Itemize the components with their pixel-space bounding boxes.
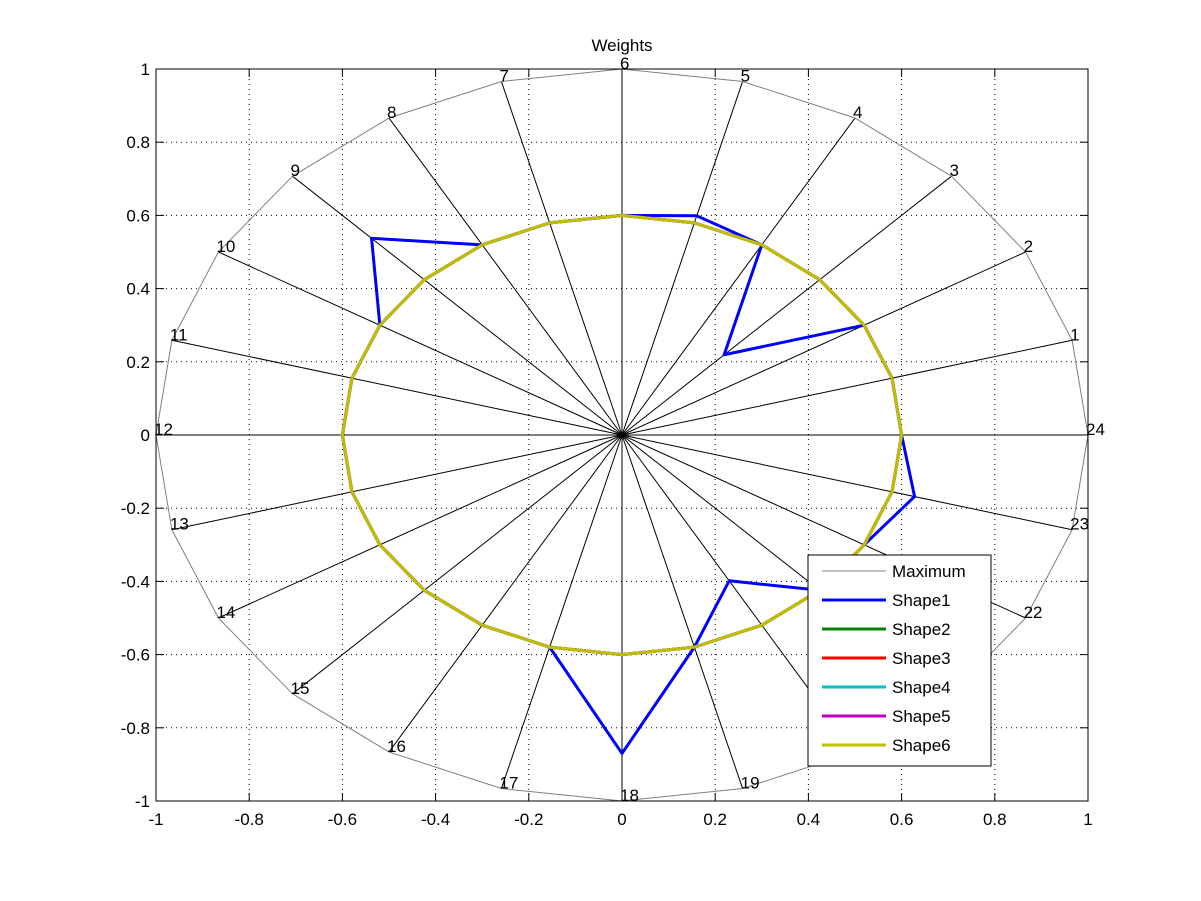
legend-label: Shape4 xyxy=(892,678,951,697)
y-tick-label: 0.6 xyxy=(126,206,150,225)
x-tick-label: 0 xyxy=(617,810,626,829)
spoke-label: 7 xyxy=(499,66,508,85)
y-tick-label: 0.4 xyxy=(126,280,150,299)
spoke-line xyxy=(621,81,744,436)
spoke-line xyxy=(621,251,1026,436)
spoke-label: 11 xyxy=(170,325,188,344)
spoke-label: 9 xyxy=(290,161,299,180)
y-tick-label: -0.2 xyxy=(121,499,150,518)
spoke-label: 23 xyxy=(1070,515,1089,534)
spoke-line xyxy=(500,434,623,789)
spoke-label: 19 xyxy=(741,774,760,793)
spoke-label: 6 xyxy=(620,54,629,73)
x-tick-label: 1 xyxy=(1083,810,1092,829)
spoke-line xyxy=(292,434,623,695)
spoke-line xyxy=(171,434,623,531)
x-tick-label: 0.6 xyxy=(890,810,914,829)
spoke-line xyxy=(621,175,952,436)
legend: Maximum Shape1 Shape2 Shape3 Shape4 Shape5 Sha… xyxy=(807,554,992,767)
x-tick-label: -0.8 xyxy=(235,810,264,829)
spoke-label: 17 xyxy=(499,774,518,793)
legend-label: Shape6 xyxy=(892,736,951,755)
legend-label: Shape5 xyxy=(892,707,951,726)
legend-label: Shape2 xyxy=(892,620,951,639)
spoke-label: 10 xyxy=(216,237,235,256)
spoke-line xyxy=(218,251,623,436)
y-tick-label: 1 xyxy=(141,60,150,79)
y-tick-label: 0 xyxy=(141,426,150,445)
spoke-label: 18 xyxy=(620,786,639,805)
spoke-label: 15 xyxy=(290,679,309,698)
spoke-line xyxy=(621,434,1073,531)
x-tick-label: -0.4 xyxy=(421,810,450,829)
spoke-label: 24 xyxy=(1086,420,1105,439)
spoke-label: 14 xyxy=(216,603,235,622)
x-tick-label: 0.2 xyxy=(703,810,727,829)
spoke-line xyxy=(388,117,623,436)
spoke-label: 5 xyxy=(741,66,750,85)
x-tick-label: -1 xyxy=(148,810,163,829)
spoke-line xyxy=(621,339,1073,436)
spoke-line xyxy=(621,434,744,789)
spoke-line xyxy=(171,339,623,436)
spoke-label: 16 xyxy=(387,737,406,756)
spoke-line xyxy=(500,81,623,436)
spoke-line xyxy=(218,434,623,619)
y-tick-label: -0.4 xyxy=(121,572,150,591)
spoke-label: 2 xyxy=(1024,237,1033,256)
chart-title: Weights xyxy=(591,36,652,55)
axis-ticks: -1 -0.8 -0.6 -0.4 -0.2 0 0.2 0.4 0.6 0.8 1 -1 -0.8 -0… xyxy=(121,60,1093,829)
spoke-label: 3 xyxy=(950,161,959,180)
x-tick-label: -0.6 xyxy=(328,810,357,829)
legend-label: Shape1 xyxy=(892,591,951,610)
spoke-line xyxy=(292,175,623,436)
spoke-label: 1 xyxy=(1070,325,1079,344)
x-tick-label: 0.4 xyxy=(797,810,821,829)
spoke-line xyxy=(621,117,856,436)
spoke-line xyxy=(388,434,623,753)
legend-box xyxy=(807,554,992,767)
spoke-label: 12 xyxy=(154,420,173,439)
y-tick-label: 0.2 xyxy=(126,353,150,372)
spoke-label: 22 xyxy=(1024,603,1043,622)
legend-label: Maximum xyxy=(892,562,966,581)
y-tick-label: -0.8 xyxy=(121,719,150,738)
spoke-label: 13 xyxy=(170,515,189,534)
legend-label: Shape3 xyxy=(892,649,951,668)
y-tick-label: -1 xyxy=(135,792,150,811)
spoke-label: 8 xyxy=(387,103,396,122)
x-tick-label: 0.8 xyxy=(983,810,1007,829)
x-tick-label: -0.2 xyxy=(514,810,543,829)
y-tick-label: -0.6 xyxy=(121,646,150,665)
y-tick-label: 0.8 xyxy=(126,133,150,152)
spoke-label: 4 xyxy=(853,103,862,122)
